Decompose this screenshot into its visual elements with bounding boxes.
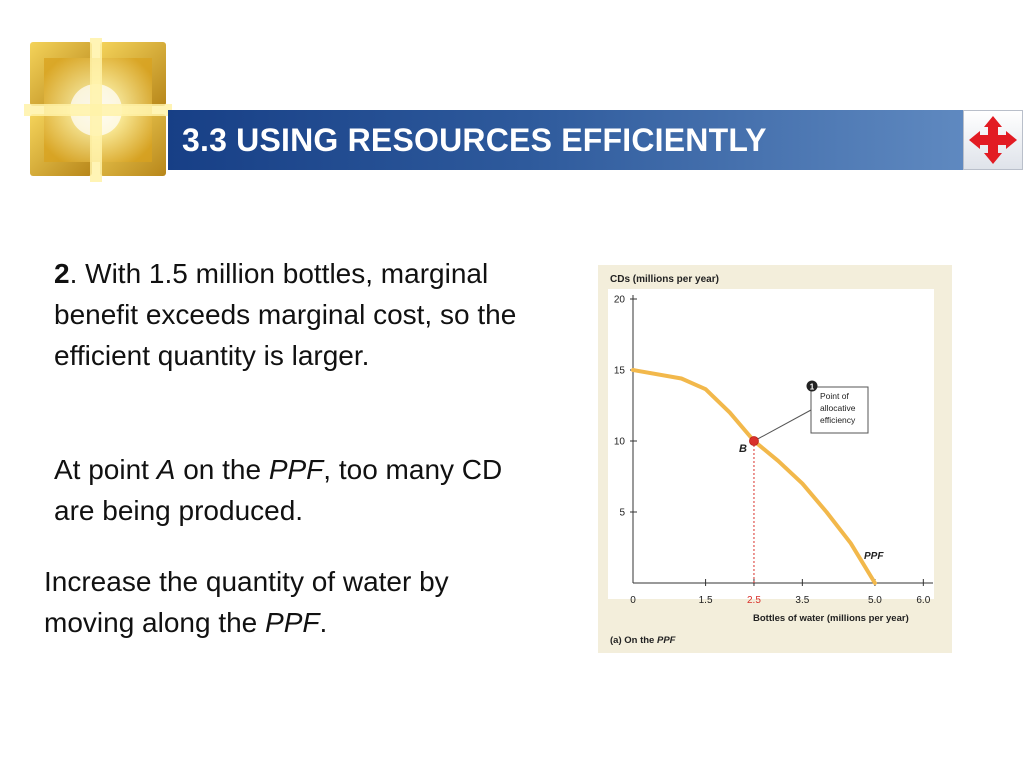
callout-number: 1: [810, 383, 815, 392]
y-tick-label: 20: [614, 295, 626, 306]
ppf-chart: CDs (millions per year) 5 10 15 20 0 1.5 2.5 3.…: [608, 274, 934, 646]
four-way-arrows-icon[interactable]: [963, 110, 1023, 170]
text-fragment: .: [319, 607, 328, 638]
y-tick-label: 10: [614, 437, 626, 448]
golden-window-logo-icon: [24, 38, 172, 182]
callout-number-badge: [806, 380, 818, 392]
slide-title: 3.3 USING RESOURCES EFFICIENTLY: [182, 122, 767, 158]
y-axis-title: CDs (millions per year): [610, 274, 719, 285]
y-tick-label: 15: [614, 366, 626, 377]
text-fragment: on the: [175, 454, 269, 485]
plot-area: [608, 289, 934, 599]
y-tick-label: 5: [619, 508, 625, 519]
callout-text-line: Point of: [820, 391, 849, 401]
text-block-increase-water: Increase the quantity of water by moving…: [44, 561, 524, 643]
ppf-term: PPF: [265, 607, 320, 638]
x-axis-title: Bottles of water (millions per year): [753, 613, 909, 624]
x-tick-label: 0: [630, 595, 636, 606]
caption-prefix: (a) On the: [610, 635, 657, 646]
title-bar: 3.3 USING RESOURCES EFFICIENTLY: [168, 110, 964, 170]
callout-text-line: allocative: [820, 403, 856, 413]
x-tick-label: 5.0: [868, 595, 882, 606]
ppf-curve-label: PPF: [864, 551, 884, 562]
point-b-marker: [749, 436, 759, 446]
x-tick-label: 6.0: [916, 595, 930, 606]
ppf-term: PPF: [268, 454, 324, 485]
callout-box: [810, 386, 869, 434]
text-fragment: , too many CD are being produced.: [54, 454, 503, 526]
ppf-curve: [631, 368, 877, 585]
callout-leader: [753, 409, 812, 442]
chart-caption: (a) On the PPF: [610, 635, 676, 646]
point-a-label: A: [156, 454, 176, 485]
point-b-label: B: [739, 443, 747, 455]
text-fragment: At point: [54, 454, 157, 485]
x-tick-label: 3.5: [795, 595, 809, 606]
step-number: 2: [54, 258, 70, 289]
x-tick-label: 1.5: [699, 595, 713, 606]
x-tick-label: 2.5: [747, 595, 761, 606]
callout-text-line: efficiency: [820, 415, 856, 425]
step-body: . With 1.5 million bottles, marginal ben…: [54, 258, 517, 371]
text-fragment: Increase the quantity of water by moving…: [44, 566, 449, 638]
text-block-efficient-quantity: 2. With 1.5 million bottles, marginal be…: [54, 253, 524, 376]
caption-ppf: PPF: [657, 635, 676, 646]
ppf-chart-panel: CDs (millions per year) 5 10 15 20 0 1.5 2.5 3.…: [598, 265, 952, 653]
text-block-point-a: At point A on the PPF, too many CD are b…: [54, 449, 534, 531]
